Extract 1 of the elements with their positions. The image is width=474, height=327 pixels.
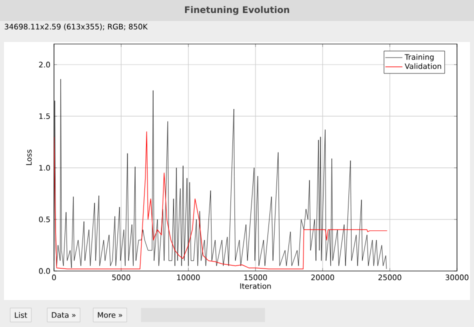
chart-title: Finetuning Evolution bbox=[185, 6, 290, 15]
